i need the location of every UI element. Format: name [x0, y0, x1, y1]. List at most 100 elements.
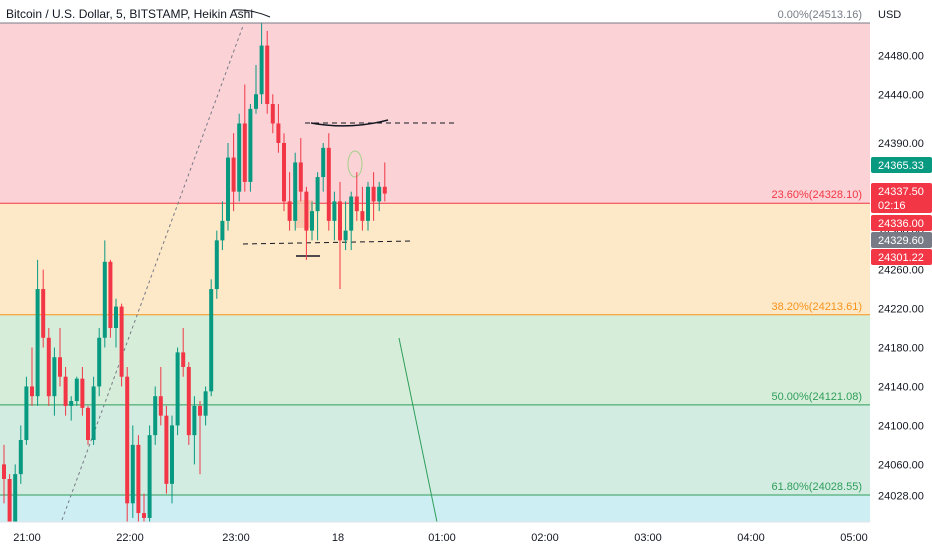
price-tick-label: 24390.00	[878, 138, 924, 150]
price-badge-label: 24336.00	[878, 218, 924, 230]
candle-body	[198, 405, 202, 416]
ellipse-mark	[347, 150, 363, 178]
trend-line	[398, 337, 438, 523]
candle-body	[343, 230, 348, 241]
candle-body	[153, 396, 158, 436]
candle-body	[136, 444, 141, 514]
candle-body	[265, 45, 270, 104]
time-tick-label: 05:00	[840, 532, 868, 544]
candle-body	[52, 357, 57, 397]
candle-body	[170, 425, 174, 484]
candle-body	[142, 513, 146, 518]
price-badges: 24365.33 24337.50 02:16 24336.00 24329.60 243…	[871, 157, 932, 265]
fib-zone	[0, 23, 870, 204]
time-tick-label: 22:00	[116, 532, 144, 544]
candle-body	[114, 306, 118, 329]
candle-body	[304, 191, 309, 231]
currency-label: USD	[878, 9, 901, 21]
fib-label: 0.00%(24513.16)	[778, 9, 862, 21]
candle-body	[366, 186, 370, 221]
candle-body	[237, 123, 242, 192]
time-tick-label: 01:00	[428, 532, 456, 544]
candle-body	[254, 94, 258, 109]
candle-body	[192, 405, 197, 436]
price-badge-label: 24301.22	[878, 252, 924, 264]
candle-body	[338, 201, 342, 241]
candle-body	[377, 186, 382, 202]
candle-body	[41, 289, 46, 338]
candle-body	[164, 415, 169, 484]
candle-body	[248, 108, 253, 182]
time-tick-label: 04:00	[737, 532, 765, 544]
price-tick-label: 24140.00	[878, 381, 924, 393]
price-tick-label: 24180.00	[878, 342, 924, 354]
candle-body	[97, 337, 102, 387]
price-badge-countdown: 02:16	[878, 200, 906, 212]
price-badge	[871, 249, 932, 265]
price-tick-label: 24060.00	[878, 459, 924, 471]
candle-body	[203, 391, 208, 416]
price-tick-label: 24220.00	[878, 304, 924, 316]
candle-body	[2, 464, 6, 479]
price-tick-label: 24440.00	[878, 89, 924, 101]
candle-body	[371, 186, 376, 202]
candle-body	[13, 474, 18, 523]
candle-body	[298, 162, 303, 192]
candle-body	[175, 352, 180, 426]
fib-label: 23.60%(24328.10)	[771, 189, 862, 201]
fib-label: 50.00%(24121.08)	[771, 391, 862, 403]
fib-zone	[0, 404, 870, 495]
candle-body	[74, 378, 79, 402]
candle-body	[293, 162, 298, 221]
drawings	[61, 9, 455, 523]
price-axis-bg	[870, 0, 932, 550]
candles	[2, 23, 387, 533]
price-axis[interactable]: USD24480.0024440.0024390.0024340.0024300…	[870, 0, 932, 550]
fib-zone	[0, 203, 870, 315]
support-line	[242, 240, 414, 245]
candle-body	[209, 289, 214, 392]
candle-body	[63, 376, 68, 406]
candle-body	[231, 157, 236, 192]
candle-body	[282, 142, 286, 202]
curve-mark	[232, 9, 271, 18]
price-badge-label: 24337.50	[878, 186, 924, 198]
candle-body	[35, 289, 40, 397]
candle-body	[147, 435, 152, 518]
candle-body	[181, 352, 186, 367]
price-badge	[871, 157, 932, 173]
candle-body	[310, 211, 314, 231]
candle-body	[276, 123, 281, 143]
candle-body	[108, 261, 113, 329]
fib-zone	[0, 495, 870, 522]
candle-body	[69, 401, 74, 406]
candle-body	[354, 196, 359, 212]
candle-body	[91, 386, 96, 441]
fib-zones	[0, 23, 870, 522]
candle-body	[119, 306, 124, 377]
price-tick-label: 24260.00	[878, 265, 924, 277]
candle-body	[214, 240, 219, 290]
candle-body	[326, 147, 331, 221]
time-tick-label: 21:00	[13, 532, 41, 544]
candle-body	[321, 147, 326, 178]
candle-body	[7, 478, 12, 523]
candle-body	[382, 186, 387, 194]
candle-body	[315, 177, 320, 212]
candle-body	[125, 376, 130, 504]
curve-mark	[310, 119, 389, 127]
time-tick-label: 18	[332, 532, 344, 544]
price-badge-label: 24329.60	[878, 235, 924, 247]
candle-body	[102, 261, 107, 338]
dashed-trend-line	[61, 25, 244, 521]
candle-body	[130, 444, 135, 504]
price-tick-label: 24028.00	[878, 491, 924, 503]
time-axis[interactable]: 21:00 22:00 23:00 18 01:00 02:00 03:00 04:00 05:…	[0, 521, 870, 550]
candle-body	[287, 201, 292, 221]
time-tick-label: 02:00	[531, 532, 559, 544]
chart-title: Bitcoin / U.S. Dollar, 5, BITSTAMP, Heik…	[6, 7, 253, 21]
candle-body	[349, 196, 354, 231]
time-tick-label: 03:00	[634, 532, 662, 544]
candle-body	[186, 366, 191, 436]
